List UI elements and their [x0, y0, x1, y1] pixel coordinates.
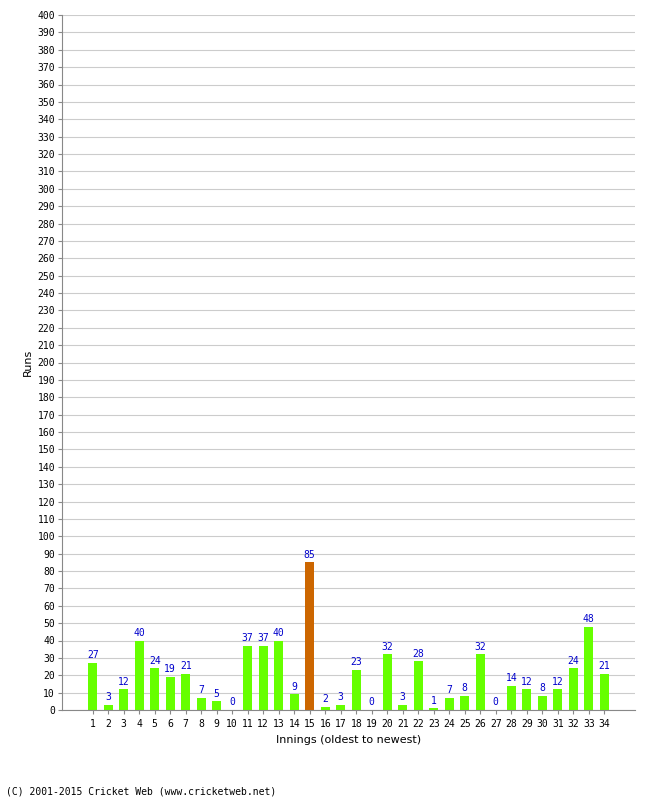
Bar [569, 668, 578, 710]
Bar [135, 641, 144, 710]
Text: 12: 12 [552, 677, 564, 686]
Bar [398, 705, 408, 710]
Bar [259, 646, 268, 710]
Text: (C) 2001-2015 Cricket Web (www.cricketweb.net): (C) 2001-2015 Cricket Web (www.cricketwe… [6, 786, 277, 796]
Text: 0: 0 [369, 698, 374, 707]
Bar [181, 674, 190, 710]
Text: 0: 0 [493, 698, 499, 707]
Bar [103, 705, 113, 710]
Bar [413, 662, 423, 710]
Bar [506, 686, 516, 710]
Text: 21: 21 [180, 661, 192, 671]
Bar [88, 663, 97, 710]
Bar [476, 654, 485, 710]
Y-axis label: Runs: Runs [23, 349, 33, 376]
Text: 0: 0 [229, 698, 235, 707]
Text: 2: 2 [322, 694, 328, 704]
Text: 19: 19 [164, 664, 176, 674]
Bar [320, 706, 330, 710]
Bar [538, 696, 547, 710]
Text: 21: 21 [599, 661, 610, 671]
Bar [553, 689, 562, 710]
Bar [290, 694, 299, 710]
Text: 28: 28 [412, 649, 424, 658]
Text: 3: 3 [105, 692, 111, 702]
Text: 37: 37 [242, 633, 254, 643]
Text: 8: 8 [462, 683, 468, 694]
Text: 5: 5 [214, 689, 220, 698]
X-axis label: Innings (oldest to newest): Innings (oldest to newest) [276, 734, 421, 745]
Text: 3: 3 [400, 692, 406, 702]
Bar [383, 654, 392, 710]
Bar [522, 689, 532, 710]
Text: 40: 40 [133, 628, 145, 638]
Text: 3: 3 [338, 692, 344, 702]
Text: 12: 12 [118, 677, 129, 686]
Bar [336, 705, 345, 710]
Bar [212, 702, 222, 710]
Bar [600, 674, 609, 710]
Text: 32: 32 [474, 642, 486, 652]
Bar [352, 670, 361, 710]
Text: 7: 7 [447, 686, 452, 695]
Text: 24: 24 [149, 656, 161, 666]
Text: 9: 9 [291, 682, 297, 692]
Text: 14: 14 [506, 673, 517, 683]
Bar [243, 646, 252, 710]
Text: 32: 32 [382, 642, 393, 652]
Text: 1: 1 [431, 696, 437, 706]
Text: 12: 12 [521, 677, 532, 686]
Bar [429, 708, 438, 710]
Bar [150, 668, 159, 710]
Bar [460, 696, 469, 710]
Bar [166, 677, 175, 710]
Text: 24: 24 [567, 656, 579, 666]
Bar [274, 641, 283, 710]
Bar [119, 689, 128, 710]
Text: 23: 23 [350, 658, 362, 667]
Text: 85: 85 [304, 550, 316, 560]
Text: 8: 8 [540, 683, 545, 694]
Text: 37: 37 [257, 633, 269, 643]
Text: 40: 40 [273, 628, 285, 638]
Bar [305, 562, 315, 710]
Bar [584, 626, 593, 710]
Text: 27: 27 [87, 650, 99, 661]
Text: 48: 48 [583, 614, 595, 624]
Bar [196, 698, 206, 710]
Bar [445, 698, 454, 710]
Text: 7: 7 [198, 686, 204, 695]
